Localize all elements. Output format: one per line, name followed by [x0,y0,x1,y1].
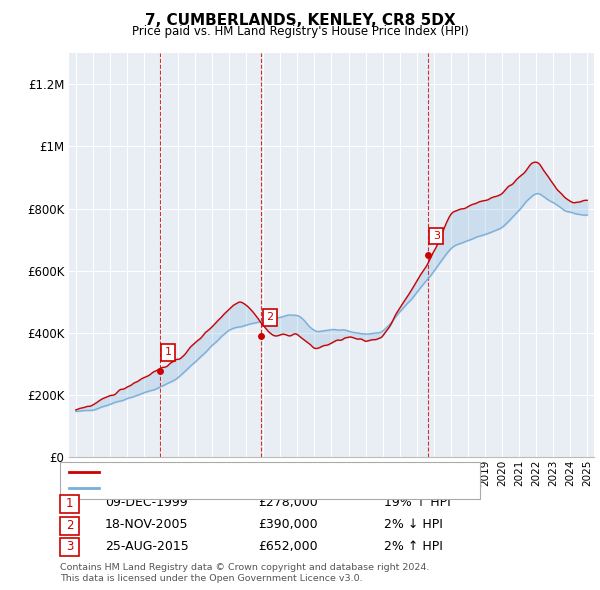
Text: This data is licensed under the Open Government Licence v3.0.: This data is licensed under the Open Gov… [60,574,362,583]
Text: Contains HM Land Registry data © Crown copyright and database right 2024.: Contains HM Land Registry data © Crown c… [60,563,430,572]
Text: 2% ↑ HPI: 2% ↑ HPI [384,539,443,553]
Text: Price paid vs. HM Land Registry's House Price Index (HPI): Price paid vs. HM Land Registry's House … [131,25,469,38]
Text: HPI: Average price, detached house, Croydon: HPI: Average price, detached house, Croy… [105,483,358,493]
Text: 19% ↑ HPI: 19% ↑ HPI [384,496,451,510]
Text: £390,000: £390,000 [258,518,317,532]
Text: 25-AUG-2015: 25-AUG-2015 [105,539,189,553]
Text: 1: 1 [66,497,73,510]
Text: 7, CUMBERLANDS, KENLEY, CR8 5DX: 7, CUMBERLANDS, KENLEY, CR8 5DX [145,13,455,28]
Text: £652,000: £652,000 [258,539,317,553]
Text: 09-DEC-1999: 09-DEC-1999 [105,496,188,510]
Text: 3: 3 [66,540,73,553]
Text: 2: 2 [266,312,274,322]
Text: 7, CUMBERLANDS, KENLEY, CR8 5DX (detached house): 7, CUMBERLANDS, KENLEY, CR8 5DX (detache… [105,467,413,477]
Text: 3: 3 [433,231,440,241]
Text: 2: 2 [66,519,73,532]
Text: 18-NOV-2005: 18-NOV-2005 [105,518,188,532]
Text: 1: 1 [165,347,172,357]
Text: £278,000: £278,000 [258,496,318,510]
Text: 2% ↓ HPI: 2% ↓ HPI [384,518,443,532]
